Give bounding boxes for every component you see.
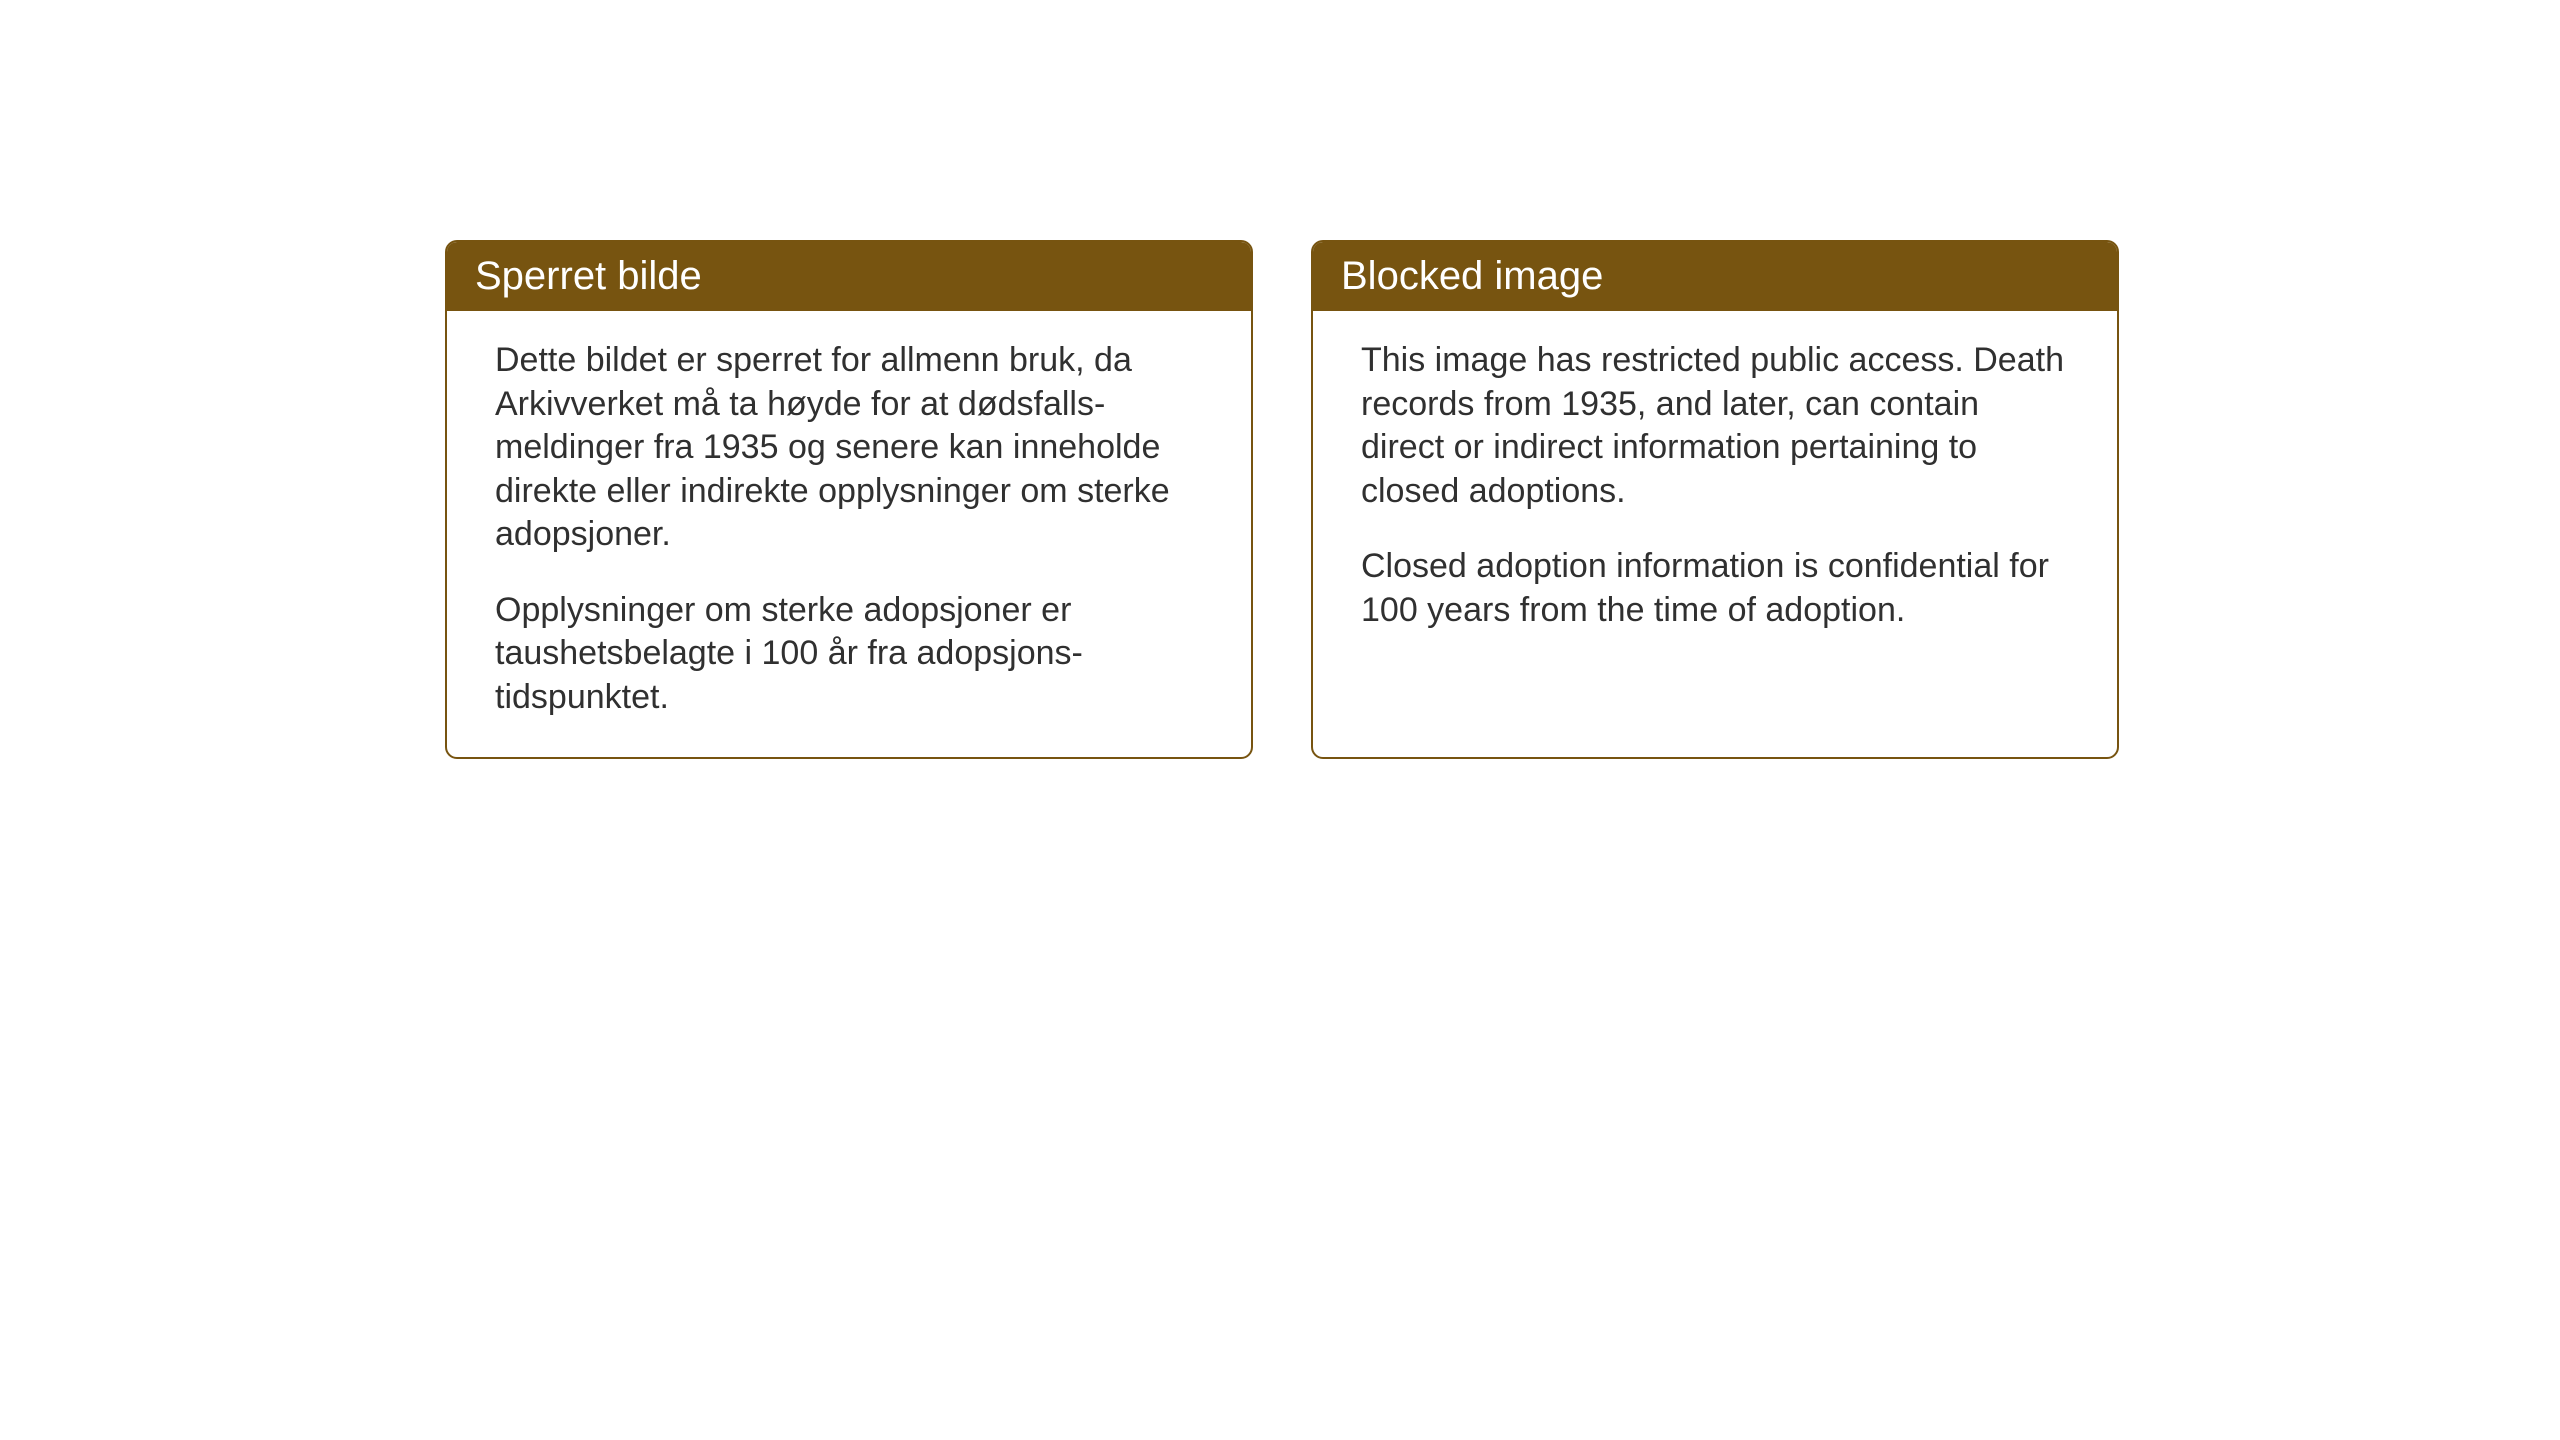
notice-box-norwegian: Sperret bilde Dette bildet er sperret fo…	[445, 240, 1253, 759]
notice-body-norwegian: Dette bildet er sperret for allmenn bruk…	[447, 311, 1251, 757]
notice-paragraph-2-norwegian: Opplysninger om sterke adopsjoner er tau…	[495, 589, 1203, 720]
notice-title-english: Blocked image	[1341, 254, 1603, 298]
notice-title-norwegian: Sperret bilde	[475, 254, 702, 298]
notice-paragraph-1-english: This image has restricted public access.…	[1361, 339, 2069, 513]
notice-container: Sperret bilde Dette bildet er sperret fo…	[445, 240, 2119, 759]
notice-header-norwegian: Sperret bilde	[447, 242, 1251, 311]
notice-paragraph-1-norwegian: Dette bildet er sperret for allmenn bruk…	[495, 339, 1203, 557]
notice-paragraph-2-english: Closed adoption information is confident…	[1361, 545, 2069, 632]
notice-body-english: This image has restricted public access.…	[1313, 311, 2117, 670]
notice-box-english: Blocked image This image has restricted …	[1311, 240, 2119, 759]
notice-header-english: Blocked image	[1313, 242, 2117, 311]
